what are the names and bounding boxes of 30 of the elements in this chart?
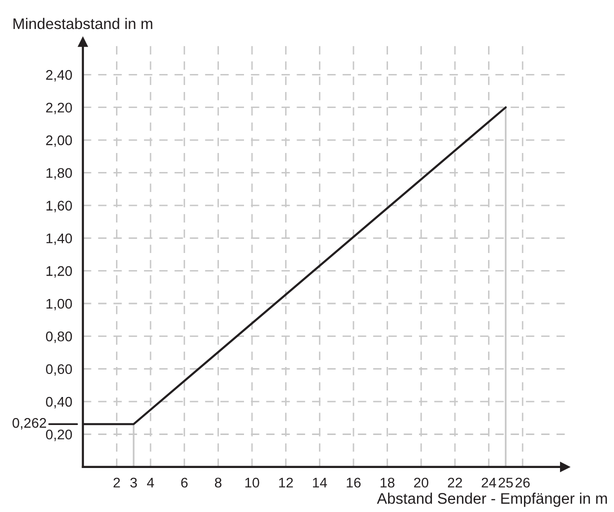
x-tick-label: 24	[482, 478, 496, 488]
y-tick-label: 1,00	[46, 298, 72, 310]
x-tick-label: 22	[448, 478, 462, 488]
y-tick-label: 0,20	[46, 430, 72, 442]
y-tick-label: 1,60	[46, 200, 72, 212]
x-tick-label: 10	[245, 478, 260, 488]
x-tick-label: 8	[214, 478, 222, 488]
x-tick-label: 4	[146, 478, 154, 488]
y-tick-label: 1,40	[46, 233, 72, 245]
x-tick-label: 26	[516, 478, 530, 488]
x-tick-label: 18	[380, 478, 394, 488]
x-tick-label: 6	[181, 478, 188, 488]
x-tick-label: 14	[312, 478, 327, 488]
x-tick-label: 20	[414, 478, 428, 488]
y-tick-label: 0,40	[46, 396, 72, 408]
ref-line-label: 0,262	[12, 418, 46, 430]
x-tick-label: 12	[279, 478, 293, 488]
y-tick-label: 0,60	[46, 364, 72, 376]
x-tick-label: 25	[498, 478, 513, 488]
y-tick-label: 2,40	[46, 70, 72, 82]
y-axis-title: Mindestabstand in m	[14, 18, 152, 30]
x-tick-label: 2	[114, 478, 120, 488]
y-tick-label: 2,20	[46, 102, 72, 114]
x-axis-title: Abstand Sender - Empfänger in m	[376, 492, 607, 507]
y-tick-label: 0,80	[46, 332, 72, 343]
x-tick-label: 3	[130, 478, 137, 488]
y-tick-label: 2,00	[46, 135, 72, 147]
y-tick-label: 1,80	[46, 168, 72, 180]
y-tick-label: 1,20	[46, 266, 72, 278]
x-tick-label: 16	[346, 478, 361, 488]
